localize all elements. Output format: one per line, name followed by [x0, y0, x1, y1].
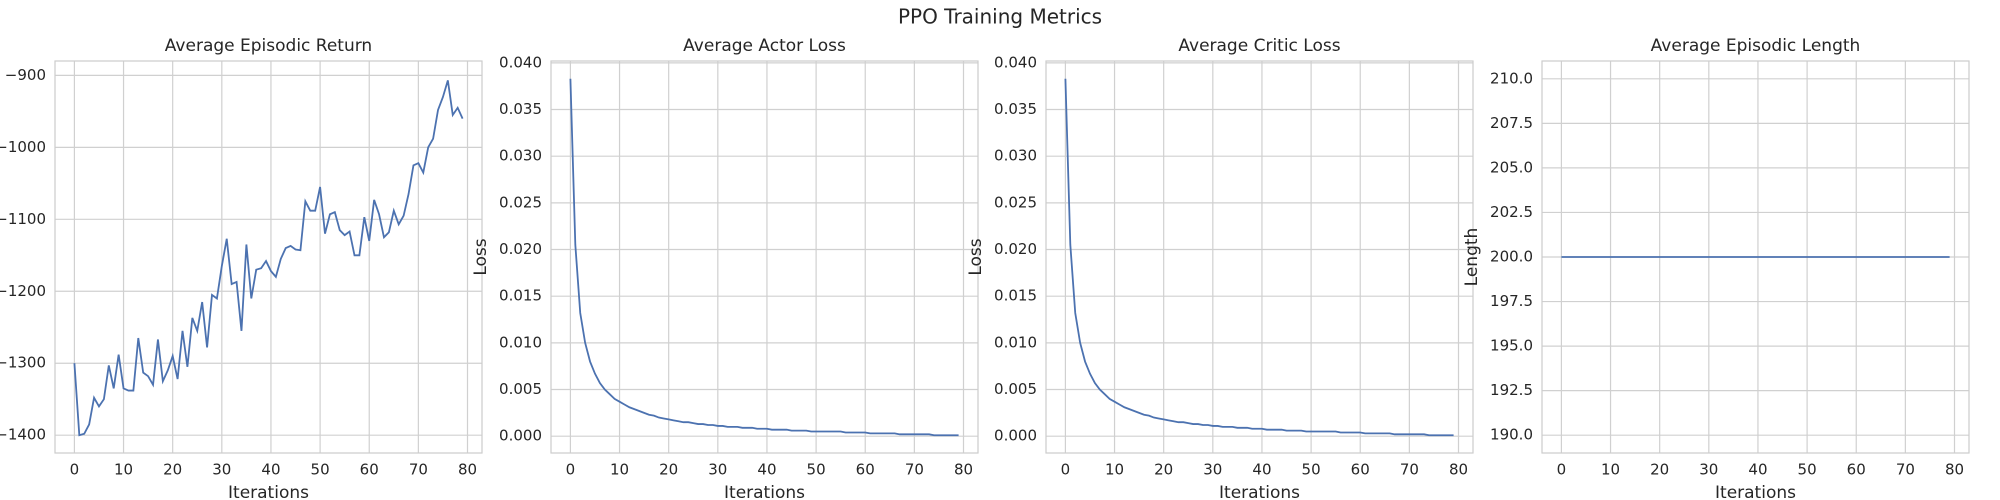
x-tick-label: 70 — [1400, 461, 1419, 479]
x-tick-label: 20 — [1650, 461, 1669, 479]
x-tick-label: 0 — [566, 461, 576, 479]
x-tick-label: 30 — [1203, 461, 1222, 479]
y-tick-label: 0.010 — [994, 333, 1037, 351]
x-tick-label: 10 — [1105, 461, 1124, 479]
axes-frame — [550, 60, 979, 454]
x-tick-label: 50 — [807, 461, 826, 479]
x-tick-label: 40 — [1748, 461, 1767, 479]
x-tick-label: 10 — [114, 461, 133, 479]
y-tick-label: 0.000 — [499, 427, 542, 445]
y-axis-label: Loss — [966, 238, 986, 275]
y-axis-label: Length — [1462, 228, 1482, 287]
x-tick-label: 40 — [757, 461, 776, 479]
y-tick-label: −900 — [5, 66, 46, 84]
x-tick-label: 60 — [360, 461, 379, 479]
x-tick-label: 80 — [1945, 461, 1964, 479]
y-tick-label: 197.5 — [1490, 292, 1533, 310]
y-tick-label: 0.030 — [499, 147, 542, 165]
y-tick-label: −1400 — [0, 426, 46, 444]
x-tick-label: 10 — [1601, 461, 1620, 479]
figure-title: PPO Training Metrics — [898, 5, 1102, 29]
x-tick-label: 10 — [610, 461, 629, 479]
y-tick-label: 0.030 — [994, 147, 1037, 165]
y-tick-label: 195.0 — [1490, 337, 1533, 355]
y-tick-label: 0.025 — [499, 193, 542, 211]
x-axis-label: Iterations — [228, 483, 309, 500]
x-axis-label: Iterations — [724, 483, 805, 500]
line — [569, 78, 959, 437]
x-tick-label: 40 — [261, 461, 280, 479]
x-tick-label: 0 — [70, 461, 80, 479]
y-tick-label: 0.015 — [499, 287, 542, 305]
x-tick-label: 80 — [1449, 461, 1468, 479]
y-tick-label: 0.035 — [499, 100, 542, 118]
x-tick-label: 40 — [1252, 461, 1271, 479]
y-tick-label: 190.0 — [1490, 426, 1533, 444]
x-tick-label: 80 — [954, 461, 973, 479]
x-tick-label: 30 — [708, 461, 727, 479]
x-tick-label: 30 — [1699, 461, 1718, 479]
y-tick-label: 192.5 — [1490, 381, 1533, 399]
x-axis-label: Iterations — [1715, 483, 1796, 500]
y-tick-label: 0.005 — [499, 380, 542, 398]
y-tick-label: 207.5 — [1490, 114, 1533, 132]
y-tick-label: 210.0 — [1490, 69, 1533, 87]
x-tick-label: 60 — [1351, 461, 1370, 479]
axes-title: Average Episodic Length — [1651, 36, 1861, 56]
x-tick-label: 50 — [1798, 461, 1817, 479]
y-tick-label: 0.005 — [994, 380, 1037, 398]
x-tick-label: 20 — [1154, 461, 1173, 479]
y-tick-label: 0.000 — [994, 427, 1037, 445]
x-tick-label: 20 — [163, 461, 182, 479]
axes-title: Average Actor Loss — [683, 36, 846, 56]
x-tick-label: 70 — [1896, 461, 1915, 479]
y-tick-label: 200.0 — [1490, 248, 1533, 266]
y-tick-label: 0.025 — [994, 193, 1037, 211]
x-tick-label: 20 — [659, 461, 678, 479]
line — [73, 80, 464, 437]
x-axis-label: Iterations — [1219, 483, 1300, 500]
axes-frame — [54, 60, 483, 454]
x-tick-label: 70 — [905, 461, 924, 479]
y-tick-label: 0.020 — [994, 240, 1037, 258]
y-tick-label: 0.040 — [499, 53, 542, 71]
x-tick-label: 0 — [1061, 461, 1071, 479]
axes-title: Average Critic Loss — [1178, 36, 1340, 56]
line — [1064, 78, 1454, 437]
x-tick-label: 70 — [409, 461, 428, 479]
y-tick-label: −1000 — [0, 138, 46, 156]
x-tick-label: 80 — [458, 461, 477, 479]
x-tick-label: 0 — [1557, 461, 1567, 479]
x-tick-label: 60 — [1847, 461, 1866, 479]
y-tick-label: 0.010 — [499, 333, 542, 351]
x-tick-label: 50 — [311, 461, 330, 479]
x-tick-label: 50 — [1302, 461, 1321, 479]
y-tick-label: 205.0 — [1490, 158, 1533, 176]
y-tick-label: −1200 — [0, 282, 46, 300]
y-tick-label: 0.015 — [994, 287, 1037, 305]
x-tick-label: 60 — [856, 461, 875, 479]
y-tick-label: 202.5 — [1490, 203, 1533, 221]
x-tick-label: 30 — [212, 461, 231, 479]
y-axis-label: Loss — [471, 238, 491, 275]
y-tick-label: 0.020 — [499, 240, 542, 258]
axes-title: Average Episodic Return — [165, 36, 372, 56]
axes-frame — [1045, 60, 1474, 454]
y-tick-label: 0.035 — [994, 100, 1037, 118]
axes-frame — [1541, 60, 1970, 454]
y-tick-label: 0.040 — [994, 53, 1037, 71]
y-tick-label: −1100 — [0, 210, 46, 228]
y-tick-label: −1300 — [0, 354, 46, 372]
